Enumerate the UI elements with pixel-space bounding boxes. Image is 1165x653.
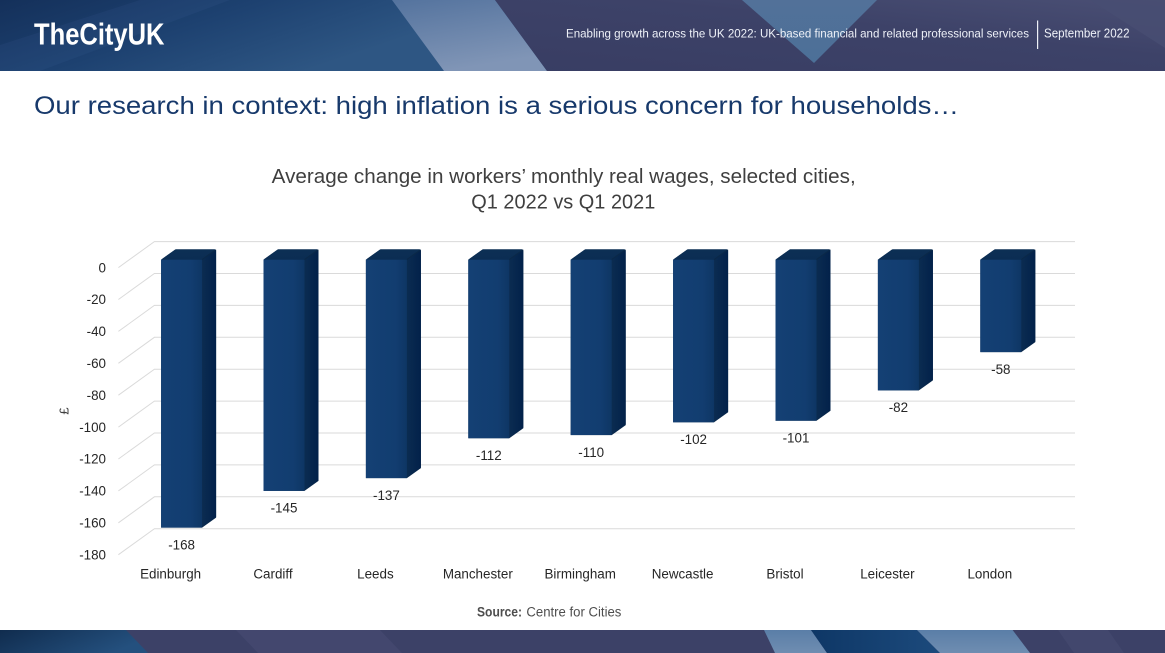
svg-text:-60: -60 <box>87 356 106 371</box>
svg-text:Centre for Cities: Centre for Cities <box>526 605 621 620</box>
svg-text:September 2022: September 2022 <box>1044 26 1130 40</box>
svg-text:-110: -110 <box>578 445 604 460</box>
svg-text:-100: -100 <box>79 420 106 435</box>
svg-text:-82: -82 <box>889 400 908 415</box>
svg-text:-40: -40 <box>87 324 106 339</box>
svg-text:Birmingham: Birmingham <box>544 567 615 582</box>
svg-text:-58: -58 <box>991 362 1010 377</box>
svg-text:Average change in workers’ mon: Average change in workers’ monthly real … <box>272 165 856 188</box>
svg-text:Source:: Source: <box>477 605 522 620</box>
svg-text:Our research in context: high: Our research in context: high inflation … <box>34 92 959 120</box>
svg-text:TheCityUK: TheCityUK <box>34 17 165 52</box>
svg-text:Q1 2022 vs Q1 2021: Q1 2022 vs Q1 2021 <box>471 190 655 213</box>
svg-text:-145: -145 <box>271 501 298 516</box>
svg-text:£: £ <box>57 407 72 415</box>
svg-text:London: London <box>967 567 1012 582</box>
svg-text:Enabling growth across the UK: Enabling growth across the UK 2022: UK-b… <box>566 26 1029 40</box>
svg-text:Manchester: Manchester <box>443 567 514 582</box>
svg-text:-140: -140 <box>79 484 106 499</box>
svg-text:Leeds: Leeds <box>357 567 394 582</box>
svg-text:-112: -112 <box>476 448 502 463</box>
svg-text:Newcastle: Newcastle <box>652 567 714 582</box>
svg-text:Edinburgh: Edinburgh <box>140 567 201 582</box>
svg-text:-102: -102 <box>680 432 707 447</box>
svg-text:-168: -168 <box>168 537 195 552</box>
svg-text:-20: -20 <box>87 292 106 307</box>
svg-text:-137: -137 <box>373 488 400 503</box>
svg-text:0: 0 <box>99 260 106 275</box>
svg-text:Cardiff: Cardiff <box>253 567 292 582</box>
svg-text:Leicester: Leicester <box>860 567 915 582</box>
svg-text:-120: -120 <box>79 452 106 467</box>
svg-text:-101: -101 <box>783 430 810 445</box>
svg-text:Bristol: Bristol <box>766 567 803 582</box>
svg-text:-180: -180 <box>79 547 106 562</box>
svg-text:-160: -160 <box>79 516 106 531</box>
svg-text:-80: -80 <box>87 388 106 403</box>
